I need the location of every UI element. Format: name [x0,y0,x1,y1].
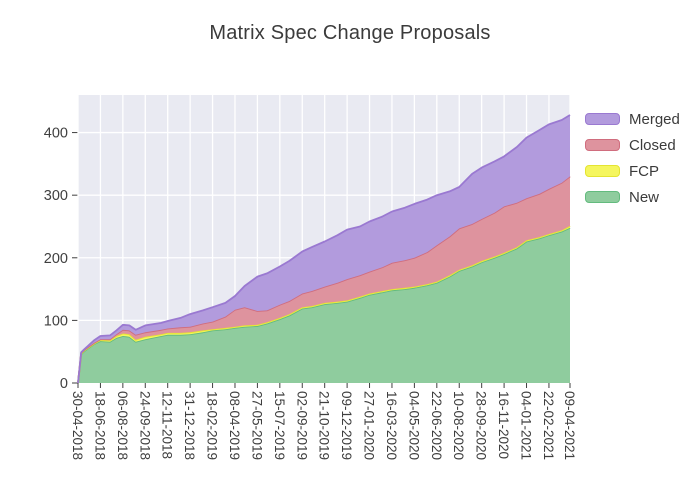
x-tick-label: 09-12-2019 [339,391,354,460]
y-tick-label: 400 [44,126,68,142]
legend-item-fcp[interactable]: FCP [585,158,680,184]
area-series-new [78,227,570,383]
x-tick-label: 04-05-2020 [406,391,421,460]
legend-item-merged[interactable]: Merged [585,106,680,132]
legend-label: New [629,188,660,206]
x-tick-label: 09-04-2021 [562,391,577,460]
x-tick-label: 18-02-2019 [205,391,220,460]
legend: Merged Closed FCP New [585,106,680,210]
x-tick-label: 04-01-2021 [519,391,534,460]
x-tick-label: 16-11-2020 [496,391,511,459]
legend-label: Closed [629,136,676,154]
y-tick-label: 300 [44,188,68,204]
x-tick-label: 18-06-2018 [92,391,107,460]
x-tick-label: 28-09-2020 [474,391,489,460]
fcp-swatch-icon [585,165,620,177]
legend-label: Merged [629,110,680,128]
legend-label: FCP [629,162,659,180]
x-tick-label: 15-07-2019 [272,391,287,460]
x-tick-label: 08-04-2019 [227,391,242,460]
closed-swatch-icon [585,139,620,151]
x-tick-label: 16-03-2020 [384,391,399,460]
area-series-merged [78,115,570,383]
x-tick-label: 06-08-2018 [115,391,130,460]
chart-title: Matrix Spec Change Proposals [209,22,491,44]
x-tick-label: 10-08-2020 [451,391,466,460]
x-tick-label: 27-05-2019 [249,391,264,460]
y-tick-label: 200 [44,251,68,267]
legend-item-closed[interactable]: Closed [585,132,680,158]
new-swatch-icon [585,191,620,203]
x-tick-label: 21-10-2019 [317,391,332,460]
y-tick-label: 0 [60,376,68,392]
x-tick-label: 12-11-2018 [160,391,175,459]
x-tick-label: 22-02-2021 [541,391,556,460]
x-tick-label: 30-04-2018 [70,391,85,460]
x-tick-label: 02-09-2019 [294,391,309,460]
y-tick-label: 100 [44,313,68,329]
merged-swatch-icon [585,113,620,125]
legend-item-new[interactable]: New [585,184,680,210]
line-series-merged [77,114,571,384]
x-tick-label: 22-06-2020 [429,391,444,460]
x-tick-label: 24-09-2018 [137,391,152,460]
x-tick-label: 27-01-2020 [362,391,377,460]
x-tick-label: 31-12-2018 [182,391,197,460]
